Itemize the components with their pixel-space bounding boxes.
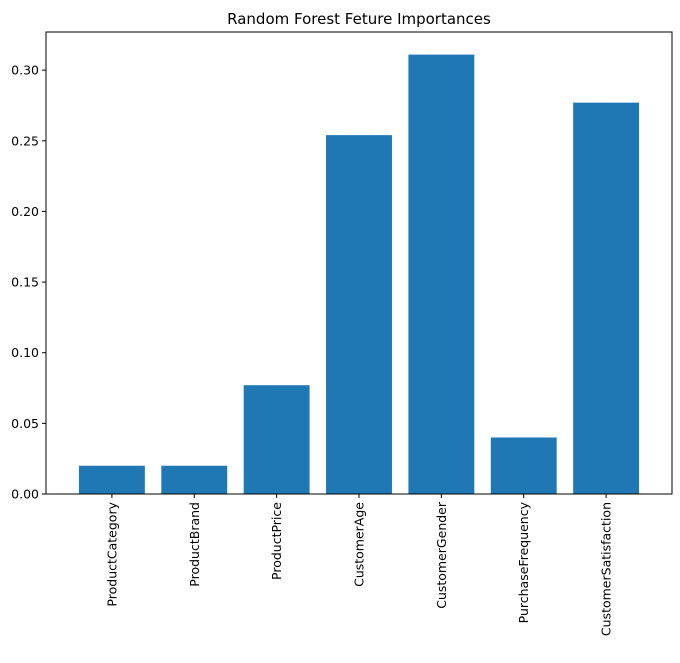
y-tick-label: 0.30 bbox=[11, 63, 39, 78]
bar-PurchaseFrequency bbox=[490, 437, 557, 494]
y-tick-label: 0.25 bbox=[11, 133, 39, 148]
bars-group bbox=[78, 54, 640, 495]
bar-CustomerAge bbox=[326, 135, 392, 494]
x-tick-label: CustomerSatisfaction bbox=[599, 502, 614, 636]
chart-title: Random Forest Feture Importances bbox=[227, 10, 491, 28]
x-tick-label: ProductBrand bbox=[187, 502, 202, 587]
x-tick-label: CustomerAge bbox=[352, 502, 367, 587]
y-tick-label: 0.00 bbox=[11, 487, 39, 502]
bar-ProductCategory bbox=[78, 465, 145, 494]
y-tick-label: 0.20 bbox=[11, 204, 39, 219]
y-tick-label: 0.05 bbox=[11, 416, 39, 431]
bar-CustomerSatisfaction bbox=[573, 102, 640, 494]
y-tick-label: 0.15 bbox=[11, 275, 39, 290]
bar-ProductBrand bbox=[161, 465, 228, 494]
bar-CustomerGender bbox=[408, 54, 475, 495]
x-tick-label: ProductCategory bbox=[104, 501, 119, 606]
x-axis: ProductCategory ProductBrand ProductPrice C… bbox=[104, 494, 614, 636]
y-axis: 0.00 0.05 0.10 0.15 0.20 0.25 0.30 bbox=[11, 63, 46, 502]
plot-frame bbox=[45, 31, 673, 495]
bar-ProductPrice bbox=[243, 385, 310, 494]
x-tick-label: PurchaseFrequency bbox=[516, 501, 531, 623]
x-tick-label: CustomerGender bbox=[434, 501, 449, 609]
y-tick-label: 0.10 bbox=[11, 345, 39, 360]
x-tick-label: ProductPrice bbox=[269, 502, 284, 580]
